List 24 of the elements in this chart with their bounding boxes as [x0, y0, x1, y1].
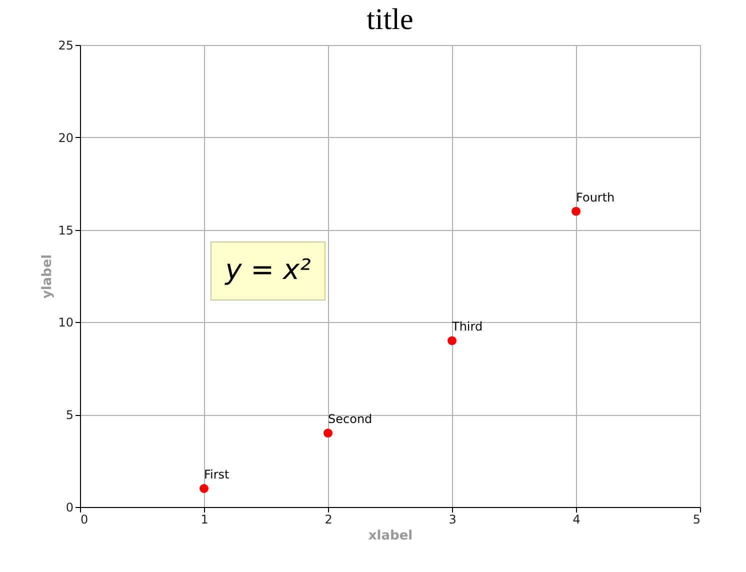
x-tick-label: 1: [200, 512, 208, 526]
y-tick-label: 15: [58, 223, 74, 238]
y-tick-label: 5: [66, 408, 74, 422]
annotation: y = x²: [224, 253, 311, 286]
annotation: Second: [328, 412, 372, 426]
point: [448, 336, 456, 346]
point: [572, 206, 580, 216]
x-tick-label: 4: [572, 512, 580, 526]
x-tick-label: 2: [324, 512, 332, 526]
chart-title: title: [366, 3, 414, 36]
x-tick-label: 5: [692, 512, 700, 526]
x-tick-label: 3: [448, 512, 456, 526]
y-tick-label: 25: [58, 38, 74, 52]
annotation: Fourth: [576, 190, 615, 204]
y-tick-label: 20: [58, 130, 74, 145]
x-axis-title: xlabel: [368, 528, 413, 544]
annotation: Third: [451, 320, 483, 334]
annotation: First: [204, 468, 230, 482]
y-tick-label: 10: [58, 316, 74, 330]
x-tick-label: 0: [80, 512, 88, 526]
point: [200, 484, 208, 493]
point: [324, 428, 332, 438]
y-tick-label: 0: [66, 500, 74, 514]
y-axis-title: ylabel: [40, 254, 56, 299]
